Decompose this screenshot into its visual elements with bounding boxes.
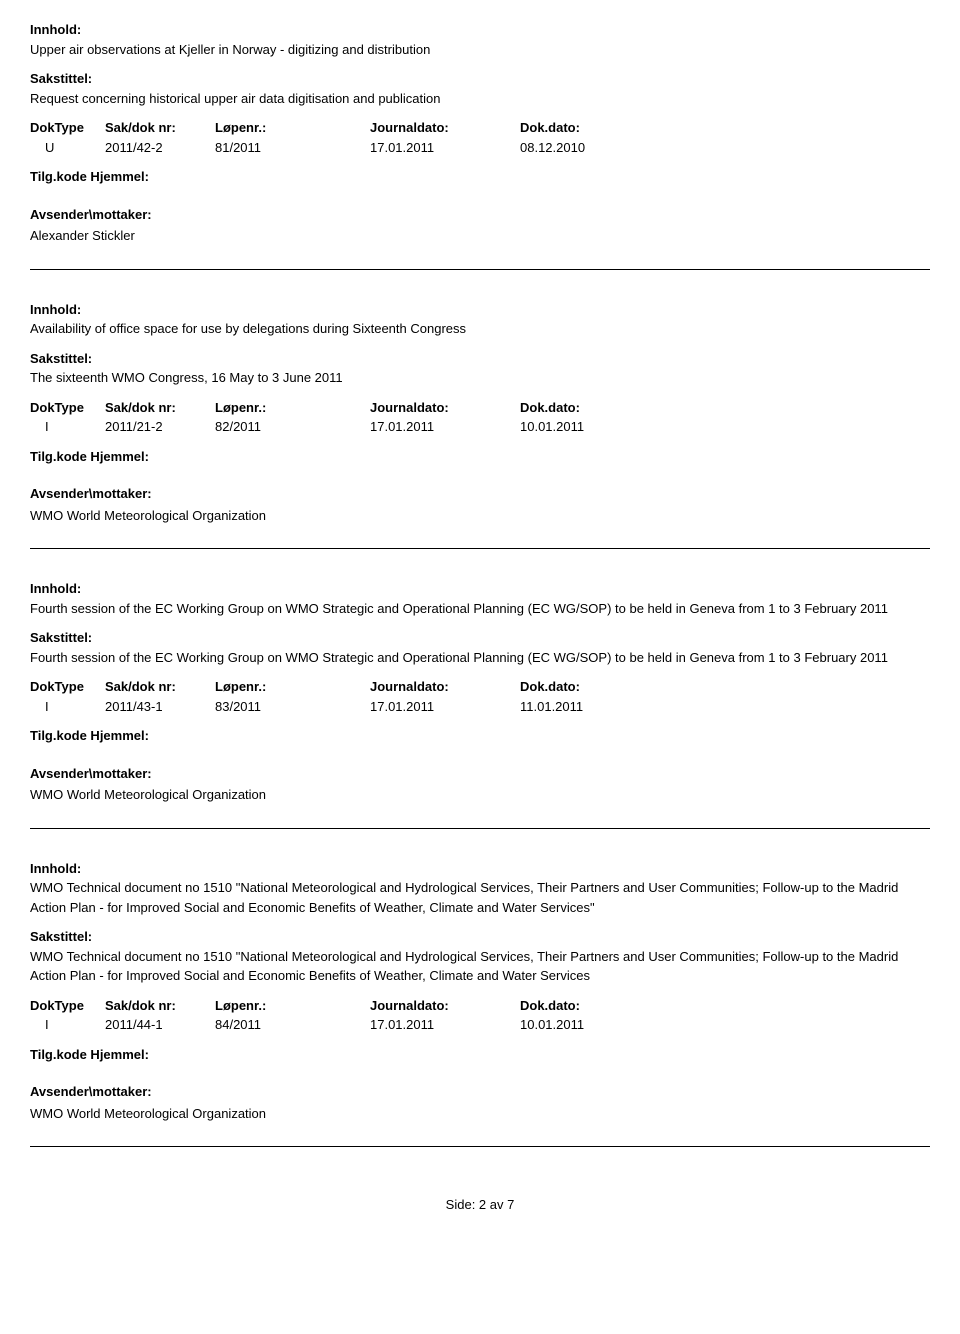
meta-data-row: I 2011/43-1 83/2011 17.01.2011 11.01.201…: [30, 697, 930, 717]
avsender-label: Avsender\mottaker:: [30, 1082, 930, 1102]
dokdato-header: Dok.dato:: [520, 118, 670, 138]
lopenr-value: 83/2011: [215, 697, 370, 717]
avsender-label: Avsender\mottaker:: [30, 764, 930, 784]
tilgkode-label: Tilg.kode Hjemmel:: [30, 726, 930, 746]
avsender-value: Alexander Stickler: [30, 226, 930, 246]
meta-header-row: DokType Sak/dok nr: Løpenr.: Journaldato…: [30, 677, 930, 697]
tilgkode-label: Tilg.kode Hjemmel:: [30, 167, 930, 187]
meta-data-row: I 2011/21-2 82/2011 17.01.2011 10.01.201…: [30, 417, 930, 437]
lopenr-value: 84/2011: [215, 1015, 370, 1035]
innhold-text: Availability of office space for use by …: [30, 319, 930, 339]
innhold-label: Innhold:: [30, 579, 930, 599]
innhold-text: WMO Technical document no 1510 "National…: [30, 878, 930, 917]
doktype-value: I: [30, 697, 105, 717]
meta-data-row: U 2011/42-2 81/2011 17.01.2011 08.12.201…: [30, 138, 930, 158]
doktype-header: DokType: [30, 398, 105, 418]
lopenr-header: Løpenr.:: [215, 677, 370, 697]
doktype-value: I: [30, 1015, 105, 1035]
innhold-text: Upper air observations at Kjeller in Nor…: [30, 40, 930, 60]
innhold-label: Innhold:: [30, 20, 930, 40]
meta-data-row: I 2011/44-1 84/2011 17.01.2011 10.01.201…: [30, 1015, 930, 1035]
saknr-value: 2011/44-1: [105, 1015, 215, 1035]
meta-header-row: DokType Sak/dok nr: Løpenr.: Journaldato…: [30, 996, 930, 1016]
document-record: Innhold: Upper air observations at Kjell…: [30, 20, 930, 270]
document-record: Innhold: WMO Technical document no 1510 …: [30, 859, 930, 1148]
sakstittel-text: Fourth session of the EC Working Group o…: [30, 648, 930, 668]
lopenr-header: Løpenr.:: [215, 398, 370, 418]
journaldato-value: 17.01.2011: [370, 1015, 520, 1035]
dokdato-value: 10.01.2011: [520, 417, 670, 437]
tilgkode-label: Tilg.kode Hjemmel:: [30, 1045, 930, 1065]
avsender-value: WMO World Meteorological Organization: [30, 785, 930, 805]
dokdato-value: 08.12.2010: [520, 138, 670, 158]
saknr-header: Sak/dok nr:: [105, 677, 215, 697]
lopenr-header: Løpenr.:: [215, 996, 370, 1016]
doktype-header: DokType: [30, 677, 105, 697]
dokdato-header: Dok.dato:: [520, 996, 670, 1016]
sakstittel-text: WMO Technical document no 1510 "National…: [30, 947, 930, 986]
journaldato-header: Journaldato:: [370, 996, 520, 1016]
saknr-value: 2011/21-2: [105, 417, 215, 437]
innhold-label: Innhold:: [30, 300, 930, 320]
avsender-label: Avsender\mottaker:: [30, 484, 930, 504]
lopenr-value: 81/2011: [215, 138, 370, 158]
dokdato-value: 11.01.2011: [520, 697, 670, 717]
avsender-value: WMO World Meteorological Organization: [30, 1104, 930, 1124]
document-record: Innhold: Fourth session of the EC Workin…: [30, 579, 930, 829]
saknr-value: 2011/42-2: [105, 138, 215, 158]
lopenr-header: Løpenr.:: [215, 118, 370, 138]
doktype-header: DokType: [30, 996, 105, 1016]
journaldato-header: Journaldato:: [370, 677, 520, 697]
sakstittel-label: Sakstittel:: [30, 69, 930, 89]
sakstittel-label: Sakstittel:: [30, 927, 930, 947]
saknr-header: Sak/dok nr:: [105, 996, 215, 1016]
tilgkode-label: Tilg.kode Hjemmel:: [30, 447, 930, 467]
innhold-label: Innhold:: [30, 859, 930, 879]
journaldato-value: 17.01.2011: [370, 417, 520, 437]
saknr-header: Sak/dok nr:: [105, 398, 215, 418]
journaldato-value: 17.01.2011: [370, 138, 520, 158]
page-footer: Side: 2 av 7: [30, 1195, 930, 1215]
meta-header-row: DokType Sak/dok nr: Løpenr.: Journaldato…: [30, 398, 930, 418]
avsender-label: Avsender\mottaker:: [30, 205, 930, 225]
doktype-header: DokType: [30, 118, 105, 138]
dokdato-value: 10.01.2011: [520, 1015, 670, 1035]
dokdato-header: Dok.dato:: [520, 677, 670, 697]
meta-header-row: DokType Sak/dok nr: Løpenr.: Journaldato…: [30, 118, 930, 138]
innhold-text: Fourth session of the EC Working Group o…: [30, 599, 930, 619]
document-record: Innhold: Availability of office space fo…: [30, 300, 930, 550]
journaldato-header: Journaldato:: [370, 398, 520, 418]
dokdato-header: Dok.dato:: [520, 398, 670, 418]
avsender-value: WMO World Meteorological Organization: [30, 506, 930, 526]
doktype-value: I: [30, 417, 105, 437]
doktype-value: U: [30, 138, 105, 158]
journaldato-header: Journaldato:: [370, 118, 520, 138]
saknr-header: Sak/dok nr:: [105, 118, 215, 138]
sakstittel-label: Sakstittel:: [30, 349, 930, 369]
sakstittel-text: Request concerning historical upper air …: [30, 89, 930, 109]
sakstittel-label: Sakstittel:: [30, 628, 930, 648]
sakstittel-text: The sixteenth WMO Congress, 16 May to 3 …: [30, 368, 930, 388]
saknr-value: 2011/43-1: [105, 697, 215, 717]
journaldato-value: 17.01.2011: [370, 697, 520, 717]
lopenr-value: 82/2011: [215, 417, 370, 437]
